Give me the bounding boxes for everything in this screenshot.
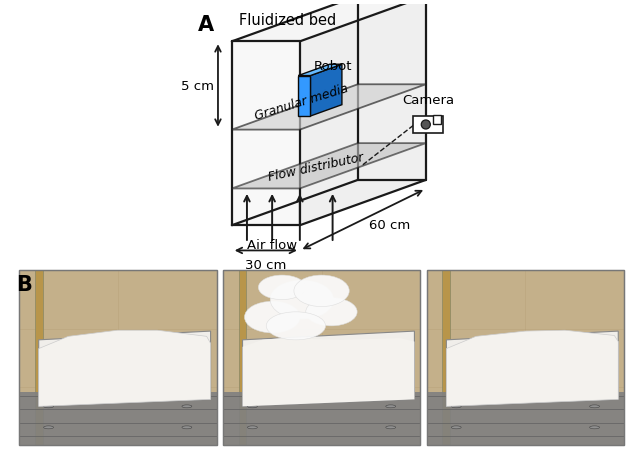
Polygon shape bbox=[232, 144, 426, 189]
Text: Camera: Camera bbox=[403, 93, 454, 106]
Text: B: B bbox=[16, 274, 32, 294]
Circle shape bbox=[451, 405, 461, 408]
Circle shape bbox=[248, 405, 257, 408]
Text: Granular media: Granular media bbox=[253, 81, 349, 122]
Text: A: A bbox=[198, 15, 214, 35]
Polygon shape bbox=[223, 393, 420, 445]
Text: 5 cm: 5 cm bbox=[181, 80, 214, 93]
Text: Fluidized bed: Fluidized bed bbox=[239, 13, 337, 28]
Circle shape bbox=[421, 121, 430, 130]
Polygon shape bbox=[298, 65, 342, 76]
Polygon shape bbox=[35, 270, 43, 445]
Text: Air flow: Air flow bbox=[247, 238, 297, 251]
Circle shape bbox=[44, 405, 54, 408]
Circle shape bbox=[451, 426, 461, 429]
Circle shape bbox=[248, 426, 257, 429]
Polygon shape bbox=[442, 270, 451, 445]
Polygon shape bbox=[232, 85, 426, 130]
Polygon shape bbox=[243, 339, 415, 406]
Polygon shape bbox=[446, 331, 618, 406]
Ellipse shape bbox=[270, 281, 333, 319]
Text: Flow distributor: Flow distributor bbox=[268, 151, 365, 183]
Polygon shape bbox=[38, 331, 211, 406]
Polygon shape bbox=[446, 330, 618, 406]
Polygon shape bbox=[427, 393, 624, 445]
Polygon shape bbox=[427, 270, 624, 445]
Polygon shape bbox=[310, 65, 342, 117]
Polygon shape bbox=[300, 0, 426, 226]
Circle shape bbox=[386, 426, 396, 429]
Polygon shape bbox=[19, 270, 216, 445]
Text: Robot: Robot bbox=[314, 60, 353, 73]
Ellipse shape bbox=[244, 302, 300, 333]
Ellipse shape bbox=[306, 298, 357, 326]
Circle shape bbox=[182, 405, 192, 408]
Circle shape bbox=[386, 405, 396, 408]
Circle shape bbox=[182, 426, 192, 429]
Ellipse shape bbox=[259, 275, 306, 300]
Polygon shape bbox=[223, 270, 420, 445]
Circle shape bbox=[44, 426, 54, 429]
Circle shape bbox=[589, 426, 600, 429]
Polygon shape bbox=[243, 331, 415, 406]
Ellipse shape bbox=[294, 275, 349, 307]
Text: 60 cm: 60 cm bbox=[369, 219, 410, 232]
FancyBboxPatch shape bbox=[433, 116, 442, 125]
Polygon shape bbox=[232, 0, 426, 42]
Polygon shape bbox=[232, 42, 300, 226]
Polygon shape bbox=[38, 330, 211, 406]
FancyBboxPatch shape bbox=[413, 116, 444, 134]
Circle shape bbox=[589, 405, 600, 408]
Polygon shape bbox=[19, 393, 216, 445]
Polygon shape bbox=[239, 270, 246, 445]
Polygon shape bbox=[298, 76, 310, 117]
Ellipse shape bbox=[266, 312, 326, 340]
Text: 30 cm: 30 cm bbox=[245, 258, 287, 271]
